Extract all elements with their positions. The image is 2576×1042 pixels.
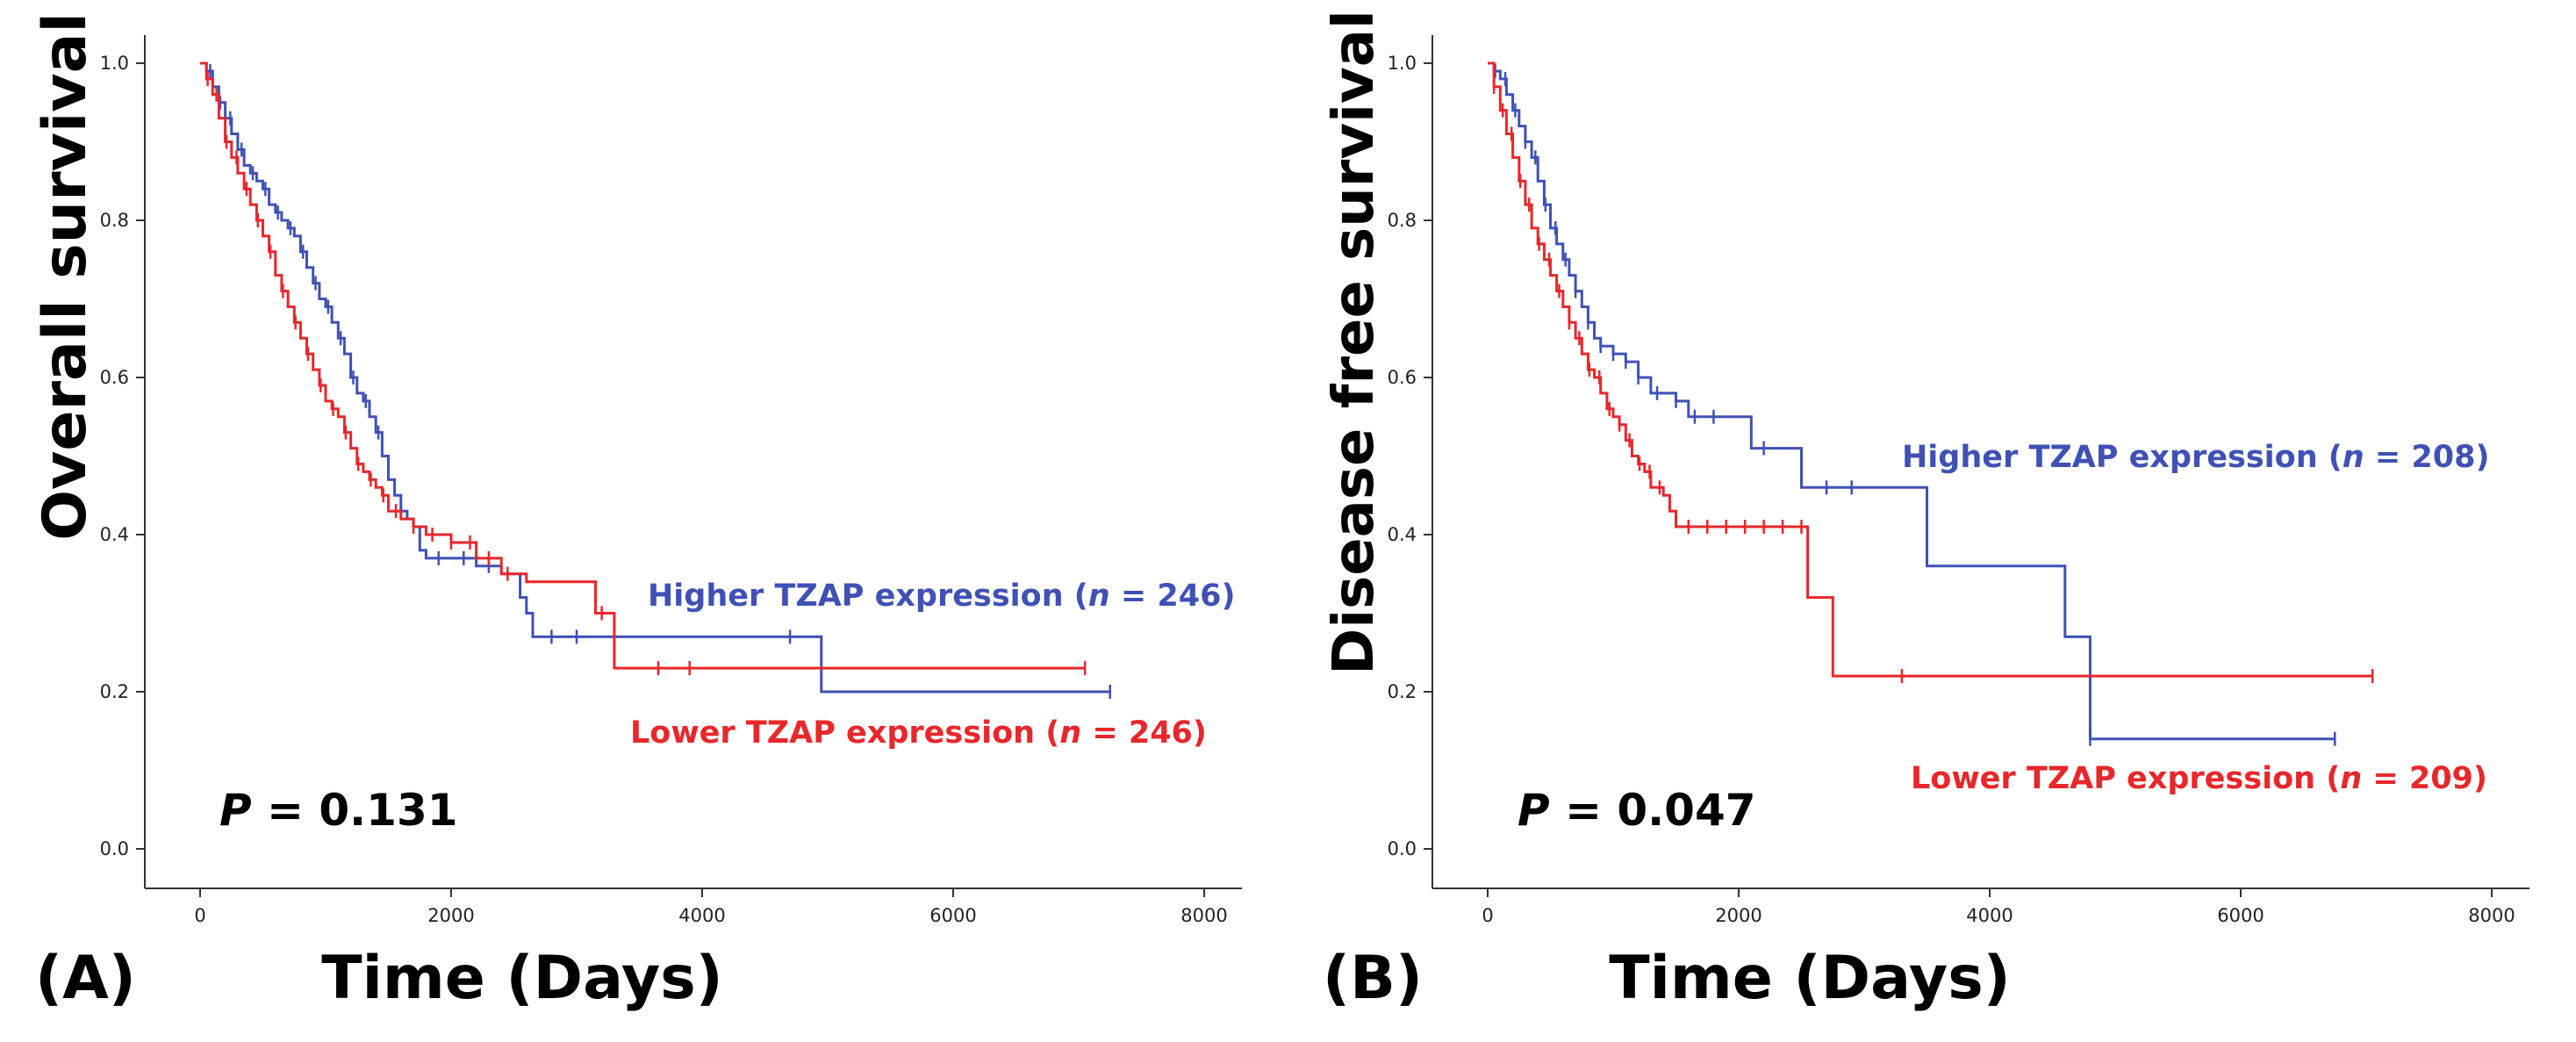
- lower-expression-label: Lower TZAP expression (n = 246): [630, 715, 1207, 751]
- x-axis-label: Time (Days): [1609, 944, 2011, 1013]
- x-tick-label: 0: [1482, 905, 1493, 926]
- p-value-label: P = 0.131: [219, 785, 458, 836]
- x-axis-label: Time (Days): [321, 944, 723, 1013]
- panel-label: (A): [35, 944, 136, 1013]
- x-tick-label: 0: [194, 905, 205, 926]
- panel-a: 0.0 0.2 0.4 0.6 0.8 1.0 0 2000 4000 6000 8000 Time …: [31, 12, 1242, 1013]
- y-axis-label: Overall survival: [31, 12, 100, 541]
- x-tick-label: 8000: [2468, 905, 2515, 926]
- y-tick-label: 0.8: [1388, 210, 1417, 231]
- x-tick-label: 6000: [2217, 905, 2264, 926]
- y-tick-label: 1.0: [1388, 53, 1417, 74]
- x-tick-label: 4000: [678, 905, 725, 926]
- y-tick-label: 0.6: [100, 367, 129, 388]
- y-tick-label: 1.0: [100, 53, 129, 74]
- p-value-label: P = 0.047: [1518, 785, 1756, 836]
- y-tick-label: 0.6: [1388, 367, 1417, 388]
- chart-overall-survival: 0.0 0.2 0.4 0.6 0.8 1.0 0 2000 4000 6000 8000 Time …: [31, 12, 1242, 1013]
- y-tick-label: 0.0: [100, 838, 129, 859]
- panel-b: 0.0 0.2 0.4 0.6 0.8 1.0 0 2000 4000 6000 8000 Time …: [1288, 0, 2575, 1042]
- higher-expression-label: Higher TZAP expression (n = 246): [648, 578, 1235, 614]
- x-tick-label: 4000: [1966, 905, 2013, 926]
- y-tick-label: 0.2: [100, 681, 129, 702]
- higher-expression-curve: [1488, 61, 2336, 741]
- panel-label: (B): [1323, 944, 1423, 1013]
- lower-expression-curve: [200, 61, 1086, 670]
- lower-expression-curve: [1488, 61, 2373, 678]
- x-tick-label: 2000: [1715, 905, 1762, 926]
- y-tick-label: 0.4: [1388, 524, 1417, 545]
- x-tick-label: 6000: [929, 905, 976, 926]
- x-tick-label: 8000: [1180, 905, 1227, 926]
- y-tick-label: 0.2: [1388, 681, 1417, 702]
- chart-disease-free-survival: 0.0 0.2 0.4 0.6 0.8 1.0 0 2000 4000 6000 8000 Time …: [1322, 10, 2529, 1013]
- y-tick-label: 0.8: [100, 210, 129, 231]
- x-tick-label: 2000: [427, 905, 474, 926]
- lower-expression-label: Lower TZAP expression (n = 209): [1911, 761, 2487, 796]
- y-axis-label: Disease free survival: [1322, 10, 1387, 675]
- higher-expression-label: Higher TZAP expression (n = 208): [1902, 440, 2489, 475]
- y-tick-label: 0.4: [100, 524, 129, 545]
- y-tick-label: 0.0: [1388, 838, 1417, 859]
